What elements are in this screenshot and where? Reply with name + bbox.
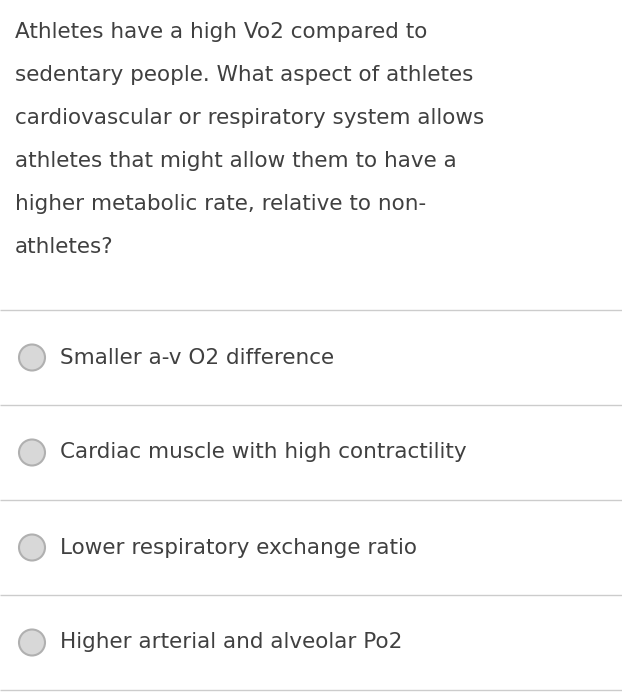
- Text: athletes?: athletes?: [15, 237, 114, 257]
- Text: Smaller a-v O2 difference: Smaller a-v O2 difference: [60, 347, 334, 367]
- Text: higher metabolic rate, relative to non-: higher metabolic rate, relative to non-: [15, 194, 426, 214]
- Text: Athletes have a high Vo2 compared to: Athletes have a high Vo2 compared to: [15, 22, 427, 42]
- Text: Lower respiratory exchange ratio: Lower respiratory exchange ratio: [60, 538, 417, 558]
- Ellipse shape: [19, 534, 45, 561]
- Text: Higher arterial and alveolar Po2: Higher arterial and alveolar Po2: [60, 632, 402, 653]
- Ellipse shape: [19, 630, 45, 655]
- Text: athletes that might allow them to have a: athletes that might allow them to have a: [15, 151, 457, 171]
- Ellipse shape: [19, 345, 45, 370]
- Ellipse shape: [19, 439, 45, 466]
- Text: sedentary people. What aspect of athletes: sedentary people. What aspect of athlete…: [15, 65, 473, 85]
- Text: cardiovascular or respiratory system allows: cardiovascular or respiratory system all…: [15, 108, 485, 128]
- Text: Cardiac muscle with high contractility: Cardiac muscle with high contractility: [60, 442, 466, 462]
